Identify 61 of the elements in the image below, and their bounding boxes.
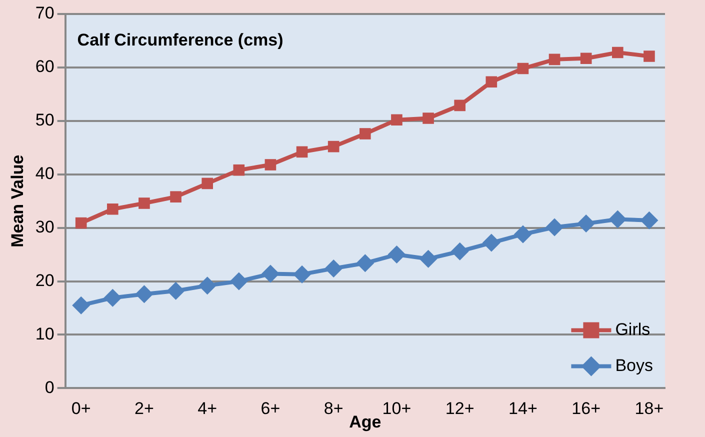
point bbox=[454, 100, 466, 112]
point bbox=[486, 76, 498, 88]
x-tick-label: 16+ bbox=[572, 399, 601, 418]
point bbox=[514, 225, 532, 244]
x-tick-label: 8+ bbox=[324, 399, 344, 418]
x-tick-label: 12+ bbox=[445, 399, 474, 418]
x-tick-label: 6+ bbox=[260, 399, 280, 418]
point bbox=[548, 54, 560, 66]
y-tick-label: 70 bbox=[35, 4, 54, 23]
point bbox=[360, 128, 371, 140]
x-tick-label: 14+ bbox=[508, 399, 538, 418]
point bbox=[104, 288, 122, 307]
y-axis-title: Mean Value bbox=[8, 154, 27, 248]
point bbox=[546, 218, 564, 236]
y-tick-label: 10 bbox=[35, 324, 54, 344]
point bbox=[230, 272, 248, 290]
point bbox=[202, 178, 213, 190]
y-tick-label: 50 bbox=[35, 110, 54, 130]
x-tick-label: 2+ bbox=[134, 399, 154, 418]
x-tick-label: 10+ bbox=[382, 399, 412, 418]
point bbox=[324, 259, 343, 278]
point bbox=[577, 214, 596, 233]
point bbox=[72, 296, 90, 314]
point bbox=[170, 191, 182, 202]
legend-label: Boys bbox=[615, 356, 654, 375]
point bbox=[135, 285, 154, 304]
point bbox=[388, 246, 406, 264]
point bbox=[198, 276, 216, 295]
point bbox=[106, 203, 118, 215]
point bbox=[482, 234, 500, 252]
point bbox=[644, 50, 655, 62]
y-tick-label: 40 bbox=[35, 164, 54, 184]
x-tick-label: 18+ bbox=[634, 399, 664, 418]
point bbox=[328, 140, 340, 152]
point bbox=[264, 159, 276, 170]
point bbox=[261, 264, 280, 283]
point bbox=[580, 52, 592, 64]
point bbox=[233, 164, 245, 176]
point bbox=[608, 210, 627, 228]
point bbox=[391, 114, 402, 126]
point bbox=[166, 282, 185, 300]
point bbox=[138, 198, 150, 209]
point bbox=[640, 211, 658, 230]
point bbox=[517, 62, 529, 74]
y-tick-label: 30 bbox=[35, 218, 54, 237]
point bbox=[419, 250, 438, 268]
y-tick-label: 20 bbox=[35, 270, 54, 290]
point bbox=[450, 242, 469, 260]
legend-label: Girls bbox=[615, 320, 650, 339]
point bbox=[422, 112, 434, 124]
point bbox=[293, 265, 312, 284]
point bbox=[296, 146, 308, 158]
point bbox=[75, 217, 87, 229]
point bbox=[356, 254, 374, 272]
y-tick-label: 0 bbox=[44, 378, 54, 397]
point bbox=[612, 46, 624, 58]
x-tick-label: 0+ bbox=[71, 399, 91, 418]
x-tick-label: 4+ bbox=[198, 399, 218, 418]
text: Calf Circumference (cms) bbox=[77, 30, 284, 50]
x-axis-title: Age bbox=[349, 412, 382, 432]
y-tick-label: 60 bbox=[35, 57, 54, 76]
